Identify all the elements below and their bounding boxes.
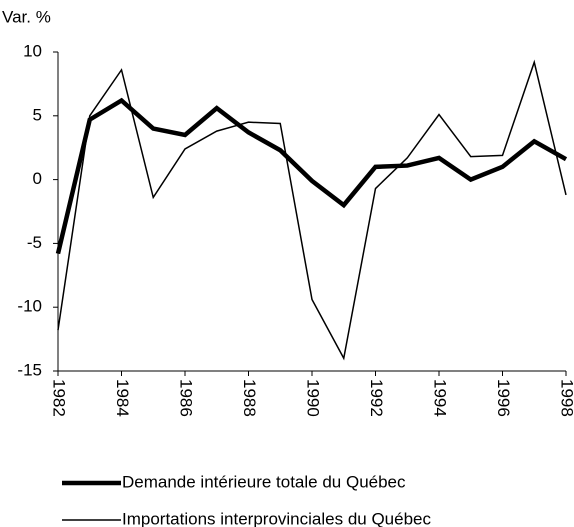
x-tick-label: 1994 <box>431 379 450 417</box>
x-tick-label: 1990 <box>304 379 323 417</box>
legend-label: Demande intérieure totale du Québec <box>122 472 406 491</box>
x-tick-label: 1998 <box>558 379 574 417</box>
x-tick-label: 1986 <box>177 379 196 417</box>
y-tick-label: 10 <box>23 41 42 60</box>
y-tick-label: -10 <box>17 297 42 316</box>
x-tick-label: 1988 <box>240 379 259 417</box>
x-tick-label: 1996 <box>494 379 513 417</box>
x-tick-label: 1992 <box>367 379 386 417</box>
x-tick-label: 1982 <box>50 379 69 417</box>
y-tick-label: 0 <box>33 169 42 188</box>
series-line <box>55 97 568 255</box>
x-tick-label: 1984 <box>113 379 132 417</box>
y-tick-label: 5 <box>33 105 42 124</box>
series-line <box>57 59 567 361</box>
y-tick-label: -15 <box>17 360 42 379</box>
legend-label: Importations interprovinciales du Québec <box>122 509 431 527</box>
y-axis-label: Var. % <box>2 7 51 26</box>
y-tick-label: -5 <box>27 233 42 252</box>
